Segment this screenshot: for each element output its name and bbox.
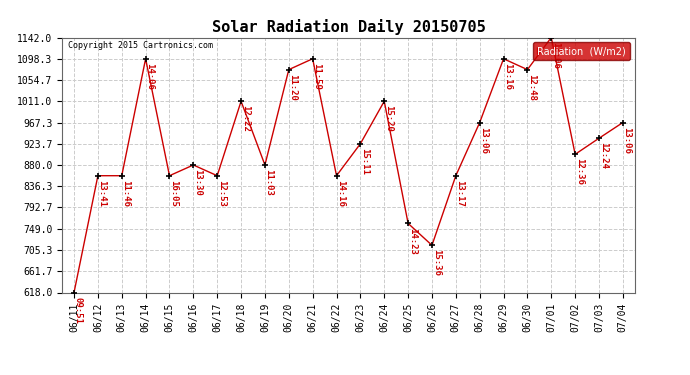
Text: 11:59: 11:59 (313, 63, 322, 90)
Text: 11:20: 11:20 (288, 74, 297, 100)
Text: 12:22: 12:22 (241, 105, 250, 132)
Text: 13:16: 13:16 (503, 63, 512, 90)
Text: 15:36: 15:36 (432, 249, 441, 276)
Text: 12:36: 12:36 (575, 159, 584, 185)
Legend: Radiation  (W/m2): Radiation (W/m2) (533, 42, 630, 60)
Text: 13:06: 13:06 (551, 42, 560, 69)
Text: 13:30: 13:30 (193, 169, 202, 196)
Text: 15:20: 15:20 (384, 105, 393, 132)
Text: 14:23: 14:23 (408, 228, 417, 255)
Text: 13:06: 13:06 (622, 127, 631, 153)
Text: 16:05: 16:05 (169, 180, 178, 207)
Text: 11:46: 11:46 (121, 180, 130, 207)
Title: Solar Radiation Daily 20150705: Solar Radiation Daily 20150705 (212, 19, 485, 35)
Text: 14:16: 14:16 (336, 180, 345, 207)
Text: Copyright 2015 Cartronics.com: Copyright 2015 Cartronics.com (68, 41, 213, 50)
Text: 15:11: 15:11 (360, 148, 369, 175)
Text: 14:06: 14:06 (146, 63, 155, 90)
Text: 13:17: 13:17 (455, 180, 464, 207)
Text: 12:48: 12:48 (527, 74, 536, 100)
Text: 13:06: 13:06 (480, 127, 489, 153)
Text: 12:24: 12:24 (599, 142, 608, 169)
Text: 13:41: 13:41 (97, 180, 106, 207)
Text: 09:51: 09:51 (74, 297, 83, 324)
Text: 12:53: 12:53 (217, 180, 226, 207)
Text: 11:03: 11:03 (264, 169, 274, 196)
